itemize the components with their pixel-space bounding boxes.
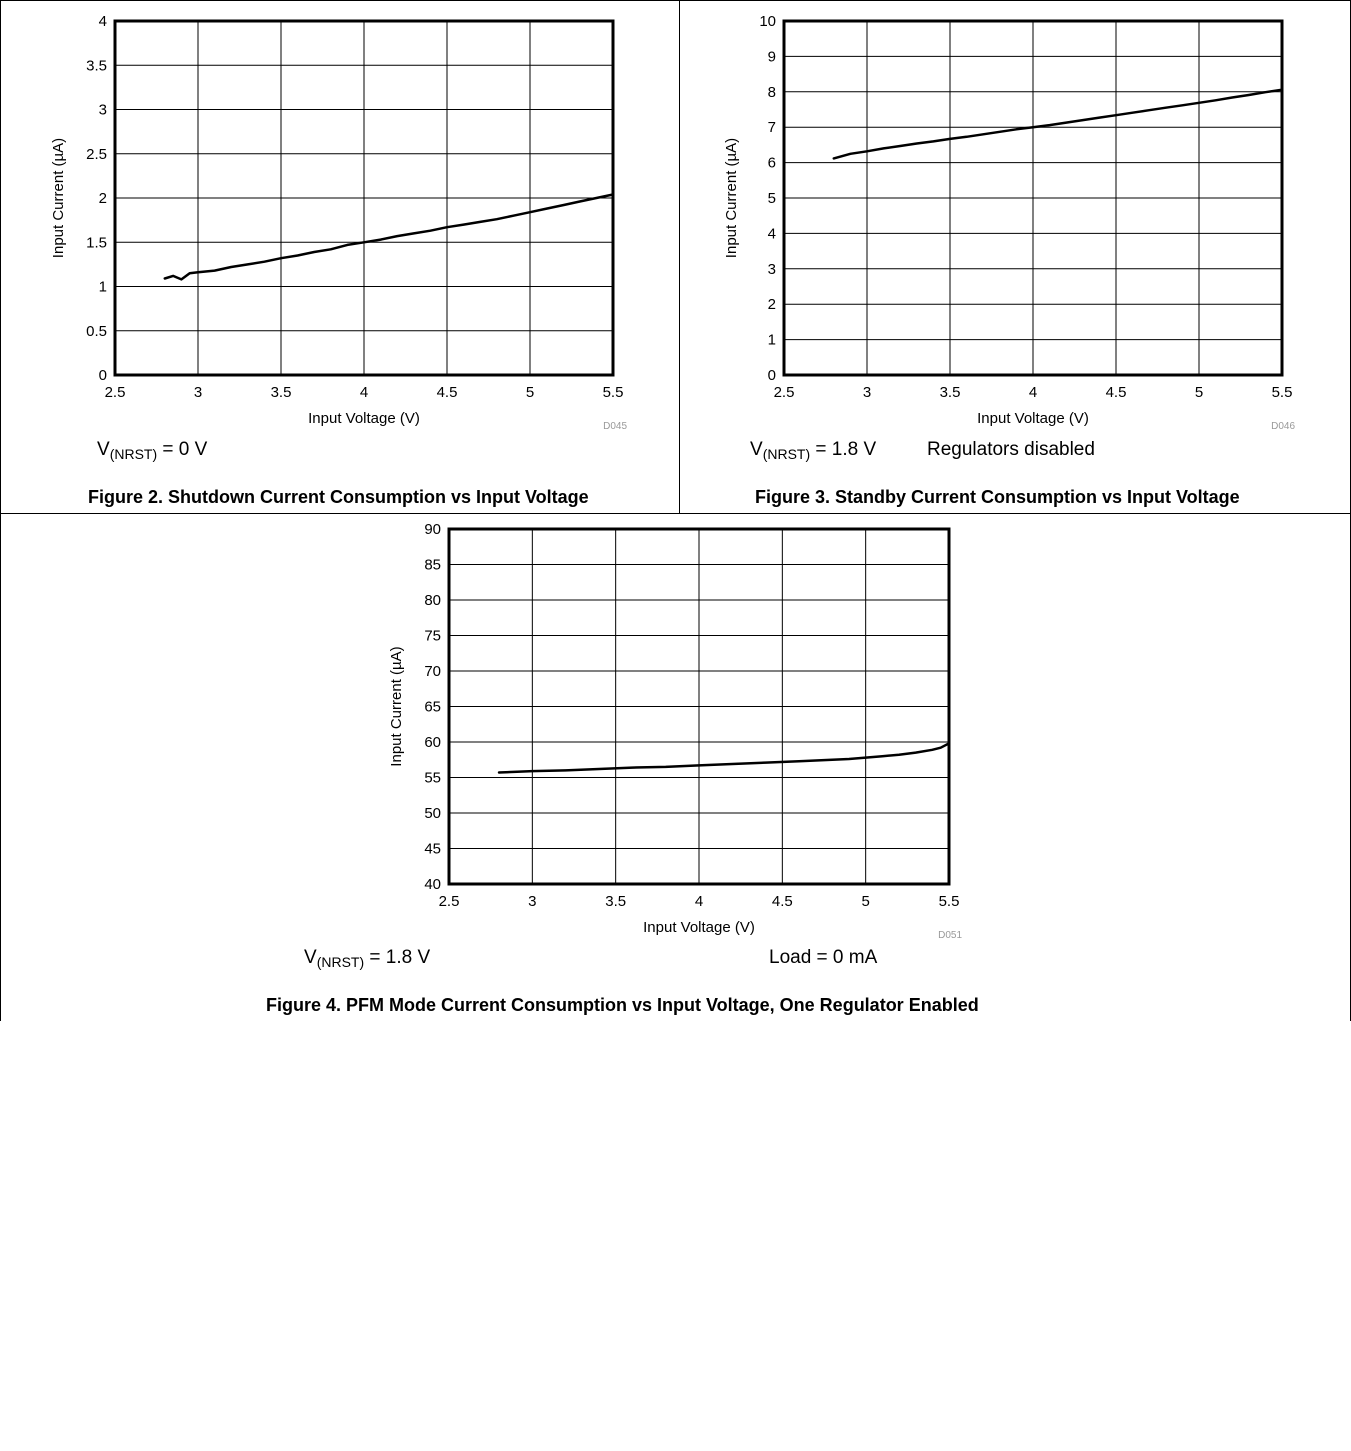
- y-tick-label: 0: [768, 367, 776, 384]
- x-tick-label: 3.5: [605, 893, 626, 910]
- y-tick-label: 60: [424, 734, 441, 751]
- x-axis-label: Input Voltage (V): [977, 410, 1089, 427]
- y-tick-label: 4: [99, 13, 107, 30]
- series-line: [163, 193, 615, 281]
- x-tick-label: 5: [1195, 384, 1203, 401]
- series-line: [832, 88, 1284, 160]
- plot-frame: [113, 19, 615, 377]
- x-tick-label: 4: [1029, 384, 1037, 401]
- figure-2-condition-vnrst: V(NRST) = 0 V: [97, 439, 208, 462]
- x-axis-label: Input Voltage (V): [308, 410, 420, 427]
- y-tick-label: 65: [424, 699, 441, 716]
- figure-3-caption: Figure 3. Standby Current Consumption vs…: [755, 487, 1240, 507]
- x-tick-label: 3.5: [271, 384, 292, 401]
- x-axis-label: Input Voltage (V): [643, 919, 755, 936]
- figure-2-caption: Figure 2. Shutdown Current Consumption v…: [88, 487, 589, 507]
- y-tick-label: 4: [768, 225, 776, 242]
- y-tick-label: 6: [768, 155, 776, 172]
- y-tick-label: 2: [768, 296, 776, 313]
- plot-frame: [782, 19, 1284, 377]
- x-tick-label: 5.5: [603, 384, 624, 401]
- y-tick-label: 3: [768, 261, 776, 278]
- y-tick-label: 70: [424, 663, 441, 680]
- plot-frame: [447, 527, 951, 886]
- y-tick-label: 1.5: [86, 234, 107, 251]
- x-tick-label: 3: [863, 384, 871, 401]
- y-tick-label: 1: [99, 279, 107, 296]
- x-tick-label: 2.5: [105, 384, 126, 401]
- y-tick-label: 3.5: [86, 57, 107, 74]
- x-tick-label: 5: [861, 893, 869, 910]
- y-axis-label: Input Current (µA): [723, 138, 740, 258]
- y-tick-label: 1: [768, 332, 776, 349]
- y-tick-label: 8: [768, 84, 776, 101]
- x-tick-label: 5: [526, 384, 534, 401]
- figure-4-condition-load: Load = 0 mA: [769, 947, 878, 968]
- figure-4-condition-vnrst: V(NRST) = 1.8 V: [304, 947, 431, 970]
- figure-code: D046: [1271, 421, 1295, 432]
- y-axis-label: Input Current (µA): [388, 646, 405, 766]
- x-tick-label: 2.5: [439, 893, 460, 910]
- figure-code: D045: [603, 421, 627, 432]
- y-tick-label: 2.5: [86, 146, 107, 163]
- series-line: [497, 742, 951, 774]
- y-tick-label: 0.5: [86, 323, 107, 340]
- figure-3-panel: 2.5 3 3.5 4 4.5 5 5.5 0 1 2 3 4 5 6 7 8 9 10 Input Voltage…: [679, 0, 1351, 514]
- figure-2-chart: 2.5 3 3.5 4 4.5 5 5.5 0 0.5 1 1.5 2 2.5 3 3.5 4 Input Vo…: [50, 13, 627, 432]
- x-tick-label: 5.5: [1272, 384, 1293, 401]
- y-tick-label: 7: [768, 119, 776, 136]
- y-tick-label: 80: [424, 592, 441, 609]
- y-tick-label: 5: [768, 190, 776, 207]
- y-tick-label: 50: [424, 805, 441, 822]
- x-tick-label: 2.5: [774, 384, 795, 401]
- figure-3-condition-vnrst: V(NRST) = 1.8 V: [750, 439, 877, 462]
- figure-4-caption: Figure 4. PFM Mode Current Consumption v…: [266, 995, 979, 1015]
- y-tick-label: 45: [424, 841, 441, 858]
- y-tick-label: 75: [424, 628, 441, 645]
- y-tick-label: 40: [424, 876, 441, 893]
- y-tick-label: 10: [759, 13, 776, 30]
- y-tick-label: 0: [99, 367, 107, 384]
- x-tick-label: 4.5: [772, 893, 793, 910]
- figure-3-condition-regulators: Regulators disabled: [927, 439, 1095, 460]
- y-tick-label: 3: [99, 102, 107, 119]
- x-tick-label: 3: [528, 893, 536, 910]
- x-tick-label: 4: [360, 384, 368, 401]
- x-tick-label: 3.5: [940, 384, 961, 401]
- figure-2-panel: 2.5 3 3.5 4 4.5 5 5.5 0 0.5 1 1.5 2 2.5 3 3.5 4 Input Vo…: [0, 0, 680, 514]
- y-tick-label: 9: [768, 48, 776, 65]
- y-axis-label: Input Current (µA): [50, 138, 67, 258]
- x-tick-label: 4.5: [1106, 384, 1127, 401]
- x-tick-label: 3: [194, 384, 202, 401]
- figure-3-chart: 2.5 3 3.5 4 4.5 5 5.5 0 1 2 3 4 5 6 7 8 9 10 Input Voltage…: [723, 13, 1295, 432]
- figure-code: D051: [938, 930, 962, 941]
- x-tick-label: 4.5: [437, 384, 458, 401]
- y-tick-label: 2: [99, 190, 107, 207]
- y-tick-label: 90: [424, 521, 441, 538]
- figure-4-panel: 2.5 3 3.5 4 4.5 5 5.5 40 45 50 55 60 65 70 75 80 85 90 Inp…: [0, 513, 1351, 1021]
- y-tick-label: 85: [424, 557, 441, 574]
- x-tick-label: 5.5: [939, 893, 960, 910]
- y-tick-label: 55: [424, 770, 441, 787]
- x-tick-label: 4: [695, 893, 703, 910]
